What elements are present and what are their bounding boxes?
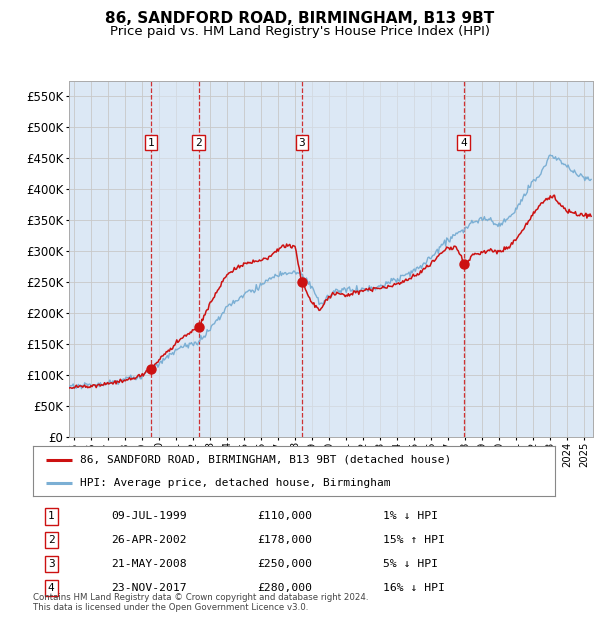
Text: 1% ↓ HPI: 1% ↓ HPI xyxy=(383,512,438,521)
Text: HPI: Average price, detached house, Birmingham: HPI: Average price, detached house, Birm… xyxy=(80,477,391,487)
Text: 16% ↓ HPI: 16% ↓ HPI xyxy=(383,583,445,593)
Text: 5% ↓ HPI: 5% ↓ HPI xyxy=(383,559,438,569)
Bar xyxy=(151,81,199,437)
Text: Contains HM Land Registry data © Crown copyright and database right 2024.
This d: Contains HM Land Registry data © Crown c… xyxy=(33,593,368,612)
Text: 23-NOV-2017: 23-NOV-2017 xyxy=(112,583,187,593)
Text: 15% ↑ HPI: 15% ↑ HPI xyxy=(383,535,445,546)
Text: 4: 4 xyxy=(460,138,467,148)
Bar xyxy=(302,81,464,437)
Text: 86, SANDFORD ROAD, BIRMINGHAM, B13 9BT (detached house): 86, SANDFORD ROAD, BIRMINGHAM, B13 9BT (… xyxy=(80,455,451,465)
Text: £280,000: £280,000 xyxy=(257,583,313,593)
Text: 2: 2 xyxy=(48,535,55,546)
Text: £250,000: £250,000 xyxy=(257,559,313,569)
Text: £110,000: £110,000 xyxy=(257,512,313,521)
Text: 2: 2 xyxy=(195,138,202,148)
Text: 1: 1 xyxy=(148,138,155,148)
Text: £178,000: £178,000 xyxy=(257,535,313,546)
Text: 3: 3 xyxy=(48,559,55,569)
Text: 86, SANDFORD ROAD, BIRMINGHAM, B13 9BT: 86, SANDFORD ROAD, BIRMINGHAM, B13 9BT xyxy=(106,11,494,26)
Text: 1: 1 xyxy=(48,512,55,521)
Text: 26-APR-2002: 26-APR-2002 xyxy=(112,535,187,546)
Text: Price paid vs. HM Land Registry's House Price Index (HPI): Price paid vs. HM Land Registry's House … xyxy=(110,25,490,38)
Text: 21-MAY-2008: 21-MAY-2008 xyxy=(112,559,187,569)
Text: 09-JUL-1999: 09-JUL-1999 xyxy=(112,512,187,521)
Text: 4: 4 xyxy=(48,583,55,593)
Text: 3: 3 xyxy=(298,138,305,148)
